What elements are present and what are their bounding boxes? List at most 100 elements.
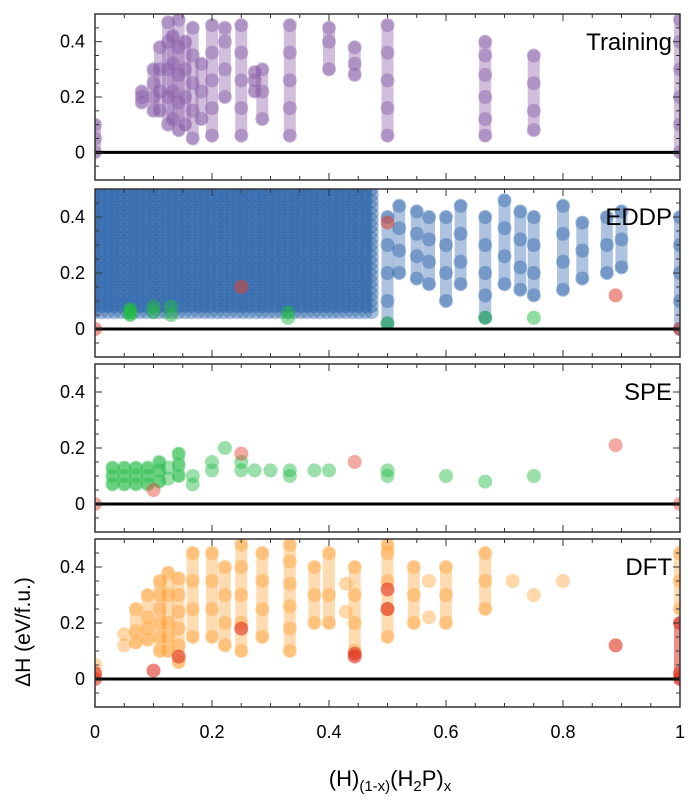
data-point [274,231,289,246]
data-point [358,274,373,289]
data-point [478,67,493,82]
data-point [242,299,257,313]
data-point [171,286,186,301]
data-point [326,268,341,283]
data-point [406,560,421,574]
data-point [178,249,193,264]
data-point [210,219,225,233]
data-point [184,274,199,289]
data-point [293,249,308,264]
data-point [210,212,225,227]
x-tick-0: 0 [90,722,100,742]
data-point [210,262,225,277]
data-point [95,212,102,227]
data-point [216,219,231,233]
data-point [133,225,147,240]
data-point [345,231,360,246]
data-point [380,101,395,116]
data-point [107,249,122,264]
data-point [326,299,341,313]
data-point [345,194,360,209]
data-point [152,463,167,478]
data-point [146,76,161,91]
data-point [364,286,379,301]
data-point [152,602,167,616]
data-point [145,200,160,215]
data-point [184,225,199,240]
y-tick-label: 0 [75,494,85,514]
data-point [478,34,493,49]
data-point [126,189,141,196]
data-point [95,268,102,283]
data-point [126,286,141,301]
data-point [364,225,379,240]
data-point [95,666,102,681]
data-point [223,200,238,215]
data-point [100,262,115,277]
data-point [351,292,366,307]
data-point [300,268,315,283]
data-point [287,237,302,252]
data-point [100,249,115,264]
data-point [191,212,205,227]
data-point [358,249,373,264]
data-point [274,200,289,215]
data-point [364,189,379,196]
data-point [191,237,205,252]
data-point [185,20,200,35]
data-point [478,210,493,224]
data-point [95,194,102,209]
data-point [347,646,362,661]
data-point [152,212,167,227]
data-point [261,268,276,283]
data-point [326,189,341,196]
data-point [95,225,109,240]
data-point [322,588,336,602]
data-point [107,299,122,313]
data-point [203,237,218,252]
y-tick-label: 0.2 [60,613,85,633]
data-point [274,249,289,264]
data-point [313,189,328,196]
data-point [248,225,263,240]
data-point [171,123,186,138]
data-point [526,76,541,91]
data-point [171,638,186,653]
data-point [152,219,167,233]
data-point [439,294,453,308]
data-point [345,200,360,215]
data-point [345,206,360,221]
data-point [184,237,199,252]
data-point [268,249,283,264]
data-point [358,268,373,283]
data-point [300,206,315,221]
data-point [526,238,541,252]
data-point [319,255,334,270]
data-point [281,189,296,203]
data-point [242,219,257,233]
data-point [248,249,263,264]
data-point [140,460,155,475]
data-point [113,292,128,307]
data-point [185,477,200,492]
data-point [229,305,244,320]
data-point [380,316,395,331]
data-point [145,225,160,240]
data-point [345,299,360,313]
data-point [281,189,296,196]
data-point [133,206,147,221]
data-point [107,274,122,289]
data-point [185,546,200,560]
data-point [319,231,334,246]
data-point [268,268,283,283]
data-point [178,286,193,301]
data-point [364,262,379,277]
data-point [345,225,360,240]
data-point [139,212,154,227]
xlabel-sub-x: x [444,778,452,795]
data-point [165,29,180,44]
data-point [139,200,154,215]
x-tick-1: 1 [675,722,685,742]
data-point [287,189,302,203]
data-point [358,231,373,246]
